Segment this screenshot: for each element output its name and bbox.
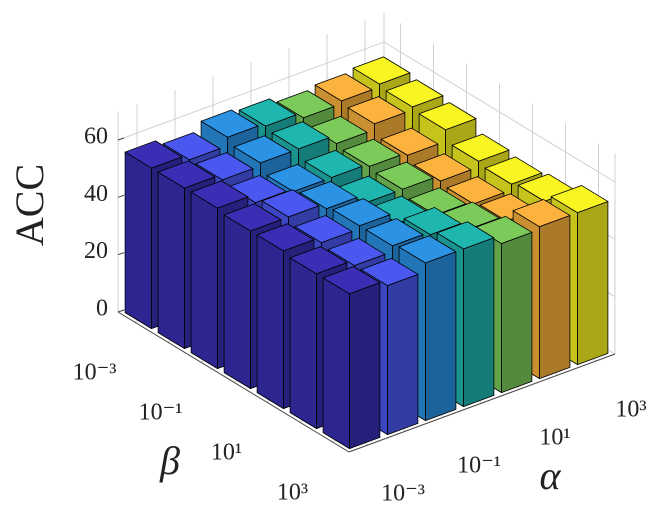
z-tick: [117, 137, 125, 141]
z-tick-label: 40: [84, 181, 108, 207]
bar-top: [550, 185, 609, 214]
bar-top: [200, 109, 259, 138]
bar-top: [271, 121, 330, 150]
bar-top: [365, 218, 424, 247]
bar-top: [347, 96, 406, 125]
y-tick-label: 10⁻¹: [139, 400, 183, 426]
bar-top: [261, 189, 320, 218]
bar-face: [577, 201, 609, 366]
z-tick: [117, 252, 125, 256]
bar-top: [223, 203, 282, 232]
bar-top: [360, 257, 419, 286]
bar-top: [332, 198, 391, 227]
bar-face: [256, 234, 284, 410]
bar-face: [289, 257, 317, 430]
y-axis-label: β: [159, 438, 180, 483]
bar-top: [418, 102, 477, 131]
bar-face: [349, 282, 381, 450]
bar-top: [289, 246, 348, 275]
z-tick-label: 60: [84, 124, 108, 150]
bar-top: [233, 135, 292, 164]
bar-top: [446, 176, 505, 205]
bar-top: [484, 156, 543, 185]
z-axis-label: ACC: [7, 164, 52, 246]
z-tick-label: 20: [84, 238, 108, 264]
bar-face: [190, 191, 218, 370]
bar-top: [190, 180, 249, 209]
bar-top: [380, 127, 439, 156]
bar-top: [238, 98, 297, 127]
bar-top: [322, 266, 381, 295]
axis-line: [348, 353, 616, 453]
bar-face: [322, 277, 350, 450]
x-axis-label: α: [540, 453, 562, 498]
y-tick-label: 10⁻³: [73, 360, 117, 386]
bar-top: [124, 140, 183, 169]
x-tick-label: 10⁻³: [381, 481, 425, 507]
x-tick-label: 10¹: [539, 425, 570, 451]
bar-top: [403, 207, 462, 236]
bar-top: [408, 187, 467, 216]
bar-top: [299, 181, 358, 210]
z-tick-label: 0: [96, 296, 108, 322]
bar-top: [375, 161, 434, 190]
grid-line: [117, 41, 385, 141]
bar-top: [385, 79, 444, 108]
bar-top: [314, 73, 373, 102]
axis-line: [117, 311, 350, 453]
bar-top: [413, 153, 472, 182]
bar-face: [463, 237, 495, 408]
z-tick: [117, 194, 125, 198]
bar-face: [539, 215, 571, 380]
bar-face: [387, 273, 419, 436]
x-tick-label: 10³: [615, 397, 646, 423]
bar-top: [256, 223, 315, 252]
bar-top: [162, 132, 221, 161]
bar-top: [266, 163, 325, 192]
bar-top: [512, 199, 571, 228]
y-tick-label: 10³: [277, 480, 308, 506]
bar-top: [398, 235, 457, 264]
z-tick: [117, 309, 125, 313]
bar-top: [157, 160, 216, 189]
bar-face: [124, 151, 152, 330]
bar-top: [451, 133, 510, 162]
bar-top: [276, 90, 335, 119]
bar-top: [342, 138, 401, 167]
bar-top: [436, 221, 495, 250]
bar-top: [304, 149, 363, 178]
bar-face: [157, 171, 185, 350]
grid-line: [383, 41, 616, 183]
x-tick-label: 10⁻¹: [457, 453, 501, 479]
bar-face: [223, 214, 251, 390]
bar-top: [327, 237, 386, 266]
bar-top: [195, 152, 254, 181]
bar-top: [352, 56, 411, 85]
y-tick-label: 10¹: [211, 440, 242, 466]
bar-top: [294, 215, 353, 244]
bar-face: [425, 251, 457, 422]
bar-face: [501, 231, 533, 394]
